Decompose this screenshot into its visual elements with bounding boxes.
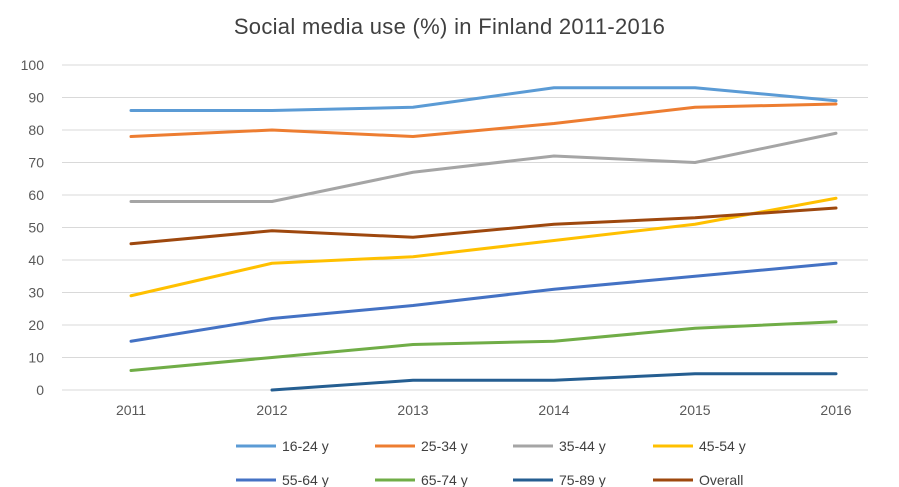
legend-item-45-54-y: 45-54 y — [653, 438, 746, 454]
legend-item-55-64-y: 55-64 y — [236, 472, 329, 487]
series-line-45-54-y — [129, 196, 838, 298]
legend-item-65-74-y: 65-74 y — [375, 472, 468, 487]
x-tick-label: 2014 — [538, 402, 569, 418]
legend: 16-24 y 25-34 y 35-44 y 45-54 y 55-64 y 65-74… — [236, 438, 746, 487]
y-axis-ticks: 0 10 20 30 40 50 60 70 80 90 100 — [21, 57, 45, 398]
y-tick-label: 90 — [28, 90, 44, 106]
legend-item-25-34-y: 25-34 y — [375, 438, 468, 454]
chart-title: Social media use (%) in Finland 2011-201… — [233, 14, 666, 39]
series-line-65-74-y — [129, 320, 838, 372]
y-tick-label: 20 — [28, 317, 44, 333]
legend-label: 25-34 y — [421, 438, 468, 454]
y-tick-label: 100 — [21, 57, 45, 73]
series-line-35-44-y — [129, 131, 838, 203]
series-line-16-24-y — [129, 86, 838, 112]
legend-item-overall: Overall — [653, 472, 743, 487]
gridlines — [62, 64, 868, 391]
legend-label: 16-24 y — [282, 438, 329, 454]
y-tick-label: 50 — [28, 220, 44, 236]
series-line-overall — [129, 206, 838, 246]
x-tick-label: 2016 — [820, 402, 851, 418]
series-line-75-89-y — [270, 372, 838, 392]
legend-item-35-44-y: 35-44 y — [513, 438, 606, 454]
y-tick-label: 30 — [28, 285, 44, 301]
x-tick-label: 2015 — [679, 402, 710, 418]
legend-label: 45-54 y — [699, 438, 746, 454]
series-line-55-64-y — [129, 261, 838, 343]
y-tick-label: 0 — [36, 382, 44, 398]
legend-label: 55-64 y — [282, 472, 329, 487]
series-lines — [129, 86, 838, 392]
legend-label: 65-74 y — [421, 472, 468, 487]
x-axis-ticks: 2011 2012 2013 2014 2015 2016 — [116, 402, 852, 418]
legend-label: 35-44 y — [559, 438, 606, 454]
legend-label: Overall — [699, 472, 743, 487]
series-line-25-34-y — [129, 102, 838, 138]
y-tick-label: 60 — [28, 187, 44, 203]
x-tick-label: 2011 — [116, 402, 146, 418]
legend-item-75-89-y: 75-89 y — [513, 472, 606, 487]
legend-item-16-24-y: 16-24 y — [236, 438, 329, 454]
y-tick-label: 70 — [28, 155, 44, 171]
legend-label: 75-89 y — [559, 472, 606, 487]
x-tick-label: 2013 — [397, 402, 428, 418]
y-tick-label: 10 — [28, 350, 44, 366]
y-tick-label: 80 — [28, 122, 44, 138]
x-tick-label: 2012 — [256, 402, 287, 418]
y-tick-label: 40 — [28, 252, 44, 268]
